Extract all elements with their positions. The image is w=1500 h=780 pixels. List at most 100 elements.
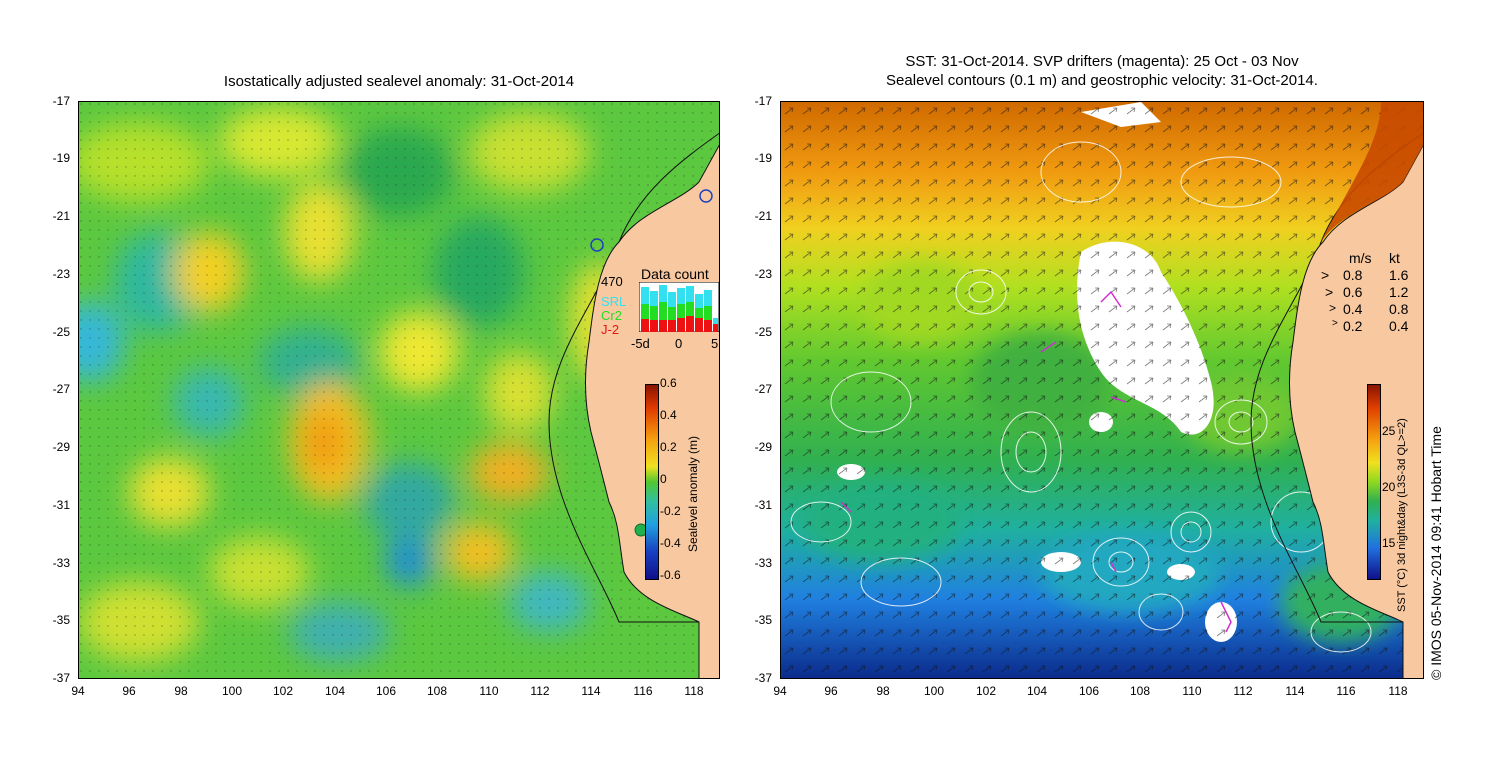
y-tick: -25: [754, 325, 772, 339]
x-tick: 116: [1336, 684, 1356, 698]
x-tick: 112: [530, 684, 550, 698]
y-tick: -19: [52, 151, 70, 165]
legend-header-kt: kt: [1389, 250, 1400, 266]
y-tick: -33: [754, 556, 772, 570]
y-tick: -27: [754, 382, 772, 396]
sla-colorbar-tick: 0.2: [660, 440, 677, 454]
sla-colorbar-tick: 0: [660, 472, 667, 486]
y-tick: -17: [754, 94, 772, 108]
x-tick: 96: [122, 684, 136, 698]
y-tick: -23: [754, 267, 772, 281]
sla-colorbar-tick: 0.6: [660, 376, 677, 390]
right-panel-title-line1: SST: 31-Oct-2014. SVP drifters (magenta)…: [905, 53, 1299, 70]
tide-gauge-marker: [590, 238, 604, 252]
y-tick: -37: [52, 671, 70, 685]
sla-colorbar-tick: -0.2: [660, 504, 681, 518]
y-tick: -19: [754, 151, 772, 165]
x-tick: 106: [375, 684, 397, 698]
legend-arrow-icon: >: [1325, 284, 1334, 300]
y-tick: -25: [52, 325, 70, 339]
x-tick: 102: [975, 684, 997, 698]
inset-xtick: -5d: [631, 336, 650, 351]
y-tick: -21: [52, 209, 70, 223]
mission-label-srl: SRL: [601, 294, 627, 309]
right-panel-title-line2: Sealevel contours (0.1 m) and geostrophi…: [886, 72, 1318, 89]
y-tick: -17: [52, 94, 70, 108]
y-tick: -29: [52, 440, 70, 454]
sealevel-anomaly-map[interactable]: 470 Data count SRL Cr2 J-2 -5d 0 5: [78, 101, 720, 679]
sst-colorbar-tick: 25: [1382, 424, 1396, 438]
legend-ms-value: 0.2: [1343, 318, 1363, 334]
x-tick: 116: [633, 684, 653, 698]
svp-drifter-tracks: [840, 290, 1232, 633]
x-tick: 114: [581, 684, 601, 698]
x-tick: 100: [221, 684, 243, 698]
sst-field: [781, 102, 1423, 678]
x-tick: 102: [272, 684, 294, 698]
y-tick: -37: [754, 671, 772, 685]
x-tick: 104: [1026, 684, 1048, 698]
x-tick: 96: [824, 684, 838, 698]
sst-map[interactable]: m/s kt > 0.8 1.6 > 0.6 1.2 > 0.4 0.8 > 0…: [780, 101, 1424, 679]
data-count-histogram: [639, 282, 719, 332]
y-tick: -35: [754, 613, 772, 627]
shelf-contour: [548, 132, 719, 623]
sla-colorbar-label: Sealevel anomaly (m): [686, 435, 700, 552]
x-tick: 114: [1285, 684, 1305, 698]
x-tick: 100: [923, 684, 945, 698]
x-tick: 110: [479, 684, 499, 698]
velocity-legend: m/s kt > 0.8 1.6 > 0.6 1.2 > 0.4 0.8 > 0…: [1301, 250, 1423, 340]
inset-xtick: 5: [711, 336, 719, 351]
x-tick: 98: [876, 684, 890, 698]
legend-ms-value: 0.4: [1343, 301, 1363, 317]
sla-colorbar: [645, 384, 659, 580]
legend-kt-value: 1.2: [1389, 284, 1409, 300]
legend-arrow-icon: >: [1332, 318, 1338, 329]
sla-colorbar-tick: 0.4: [660, 408, 677, 422]
y-tick: -21: [754, 209, 772, 223]
australia-land: [1289, 144, 1423, 678]
sst-colorbar-tick: 15: [1382, 536, 1396, 550]
sst-colorbar-tick: 20: [1382, 480, 1396, 494]
legend-arrow-icon: >: [1329, 301, 1337, 315]
legend-ms-value: 0.6: [1343, 284, 1363, 300]
sla-field: [79, 102, 719, 678]
sst-colorbar-label: SST (°C) 3d night&day (L3S-3d QL>=2): [1396, 418, 1408, 612]
copyright-notice: © IMOS 05-Nov-2014 09:41 Hobart Time: [1428, 426, 1444, 680]
sst-colorbar: [1367, 384, 1381, 580]
legend-ms-value: 0.8: [1343, 267, 1363, 283]
x-tick: 94: [71, 684, 85, 698]
y-tick: -31: [52, 498, 70, 512]
mission-label-cr2: Cr2: [601, 308, 622, 323]
y-tick: -33: [52, 556, 70, 570]
tide-gauge-marker: [699, 189, 713, 203]
x-tick: 104: [324, 684, 346, 698]
x-tick: 108: [426, 684, 448, 698]
x-tick: 112: [1233, 684, 1253, 698]
y-tick: -23: [52, 267, 70, 281]
x-tick: 118: [684, 684, 704, 698]
x-tick: 98: [174, 684, 188, 698]
sla-colorbar-tick: -0.4: [660, 536, 681, 550]
legend-arrow-icon: >: [1321, 267, 1330, 283]
data-count-title: Data count: [641, 266, 709, 282]
y-tick: -31: [754, 498, 772, 512]
x-tick: 106: [1078, 684, 1100, 698]
northwest-land-sst: [1321, 102, 1423, 242]
histogram-bars: [641, 285, 718, 332]
data-count-total: 470: [601, 274, 623, 289]
left-panel-title: Isostatically adjusted sealevel anomaly:…: [223, 73, 575, 90]
legend-header-ms: m/s: [1349, 250, 1372, 266]
x-tick: 108: [1129, 684, 1151, 698]
data-count-inset: 470 Data count SRL Cr2 J-2 -5d 0 5: [599, 262, 719, 352]
legend-kt-value: 1.6: [1389, 267, 1409, 283]
sealevel-contours: [790, 141, 1372, 653]
x-tick: 110: [1182, 684, 1202, 698]
mission-label-j2: J-2: [601, 322, 620, 337]
y-tick: -27: [52, 382, 70, 396]
y-tick: -29: [754, 440, 772, 454]
legend-kt-value: 0.8: [1389, 301, 1409, 317]
y-tick: -35: [52, 613, 70, 627]
inset-xtick: 0: [675, 336, 683, 351]
legend-kt-value: 0.4: [1389, 318, 1409, 334]
